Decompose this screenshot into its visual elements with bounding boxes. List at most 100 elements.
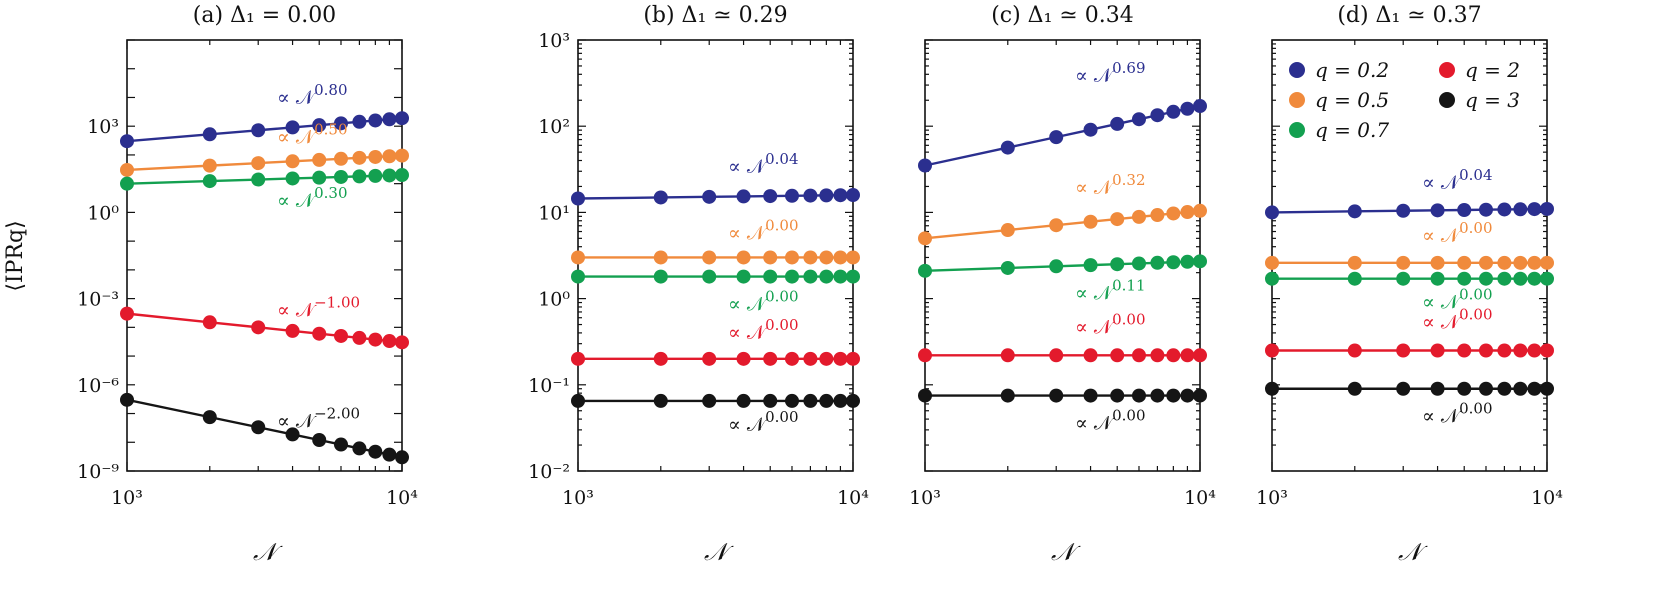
data-point — [1265, 255, 1279, 270]
data-point — [1497, 202, 1512, 217]
data-point — [382, 112, 397, 127]
data-point — [382, 334, 397, 349]
data-point — [918, 158, 932, 173]
series-line — [577, 193, 854, 200]
plot-frame — [924, 39, 1201, 472]
legend-marker — [1439, 92, 1455, 108]
data-point — [1193, 348, 1207, 363]
data-point — [368, 332, 383, 347]
data-point — [285, 323, 300, 338]
series-q-0-2: ∝ 𝒩0.04 — [1265, 166, 1554, 220]
y-tick-label: 10³ — [87, 116, 119, 138]
data-point — [571, 250, 585, 265]
data-point — [1497, 255, 1512, 270]
scaling-annotation: ∝ 𝒩0.00 — [1422, 400, 1493, 428]
data-point — [312, 170, 327, 185]
scaling-annotation: ∝ 𝒩−1.00 — [277, 293, 360, 321]
series-q-2: ∝ 𝒩0.00 — [1265, 305, 1554, 358]
data-point — [352, 150, 367, 165]
scaling-annotation: ∝ 𝒩0.00 — [728, 288, 799, 316]
series-line — [924, 260, 1201, 273]
data-point — [653, 351, 668, 366]
series-q-0-5: ∝ 𝒩0.00 — [571, 216, 860, 265]
y-tick-label: 10¹ — [538, 202, 570, 224]
data-point — [1150, 108, 1165, 123]
panel-title: (a) Δ₁ = 0.00 — [193, 3, 336, 28]
data-point — [819, 250, 834, 265]
series-q-0-5: ∝ 𝒩0.32 — [918, 171, 1207, 246]
data-point — [1166, 388, 1181, 403]
data-point — [846, 351, 860, 366]
data-point — [1478, 202, 1493, 217]
data-point — [368, 444, 383, 459]
data-point — [1497, 343, 1512, 358]
data-point — [1150, 348, 1165, 363]
data-point — [120, 306, 134, 321]
data-point — [763, 269, 778, 284]
data-point — [1430, 203, 1445, 218]
data-point — [1457, 202, 1472, 217]
data-point — [1131, 256, 1146, 271]
series-q-0-7: ∝ 𝒩0.30 — [120, 168, 409, 212]
data-point — [1265, 271, 1279, 286]
data-point — [819, 351, 834, 366]
data-point — [1083, 214, 1098, 229]
data-point — [736, 351, 751, 366]
data-point — [1166, 255, 1181, 270]
data-point — [1347, 204, 1362, 219]
data-point — [1000, 223, 1015, 238]
data-point — [1527, 271, 1542, 286]
data-point — [784, 250, 799, 265]
data-point — [653, 393, 668, 408]
data-point — [1478, 271, 1493, 286]
data-point — [1166, 206, 1181, 221]
y-tick-label: 10⁻² — [528, 461, 570, 483]
x-tick-label: 10³ — [1256, 487, 1288, 509]
series-q-2: ∝ 𝒩0.00 — [918, 310, 1207, 363]
scaling-annotation: ∝ 𝒩0.80 — [277, 81, 348, 109]
data-point — [1478, 381, 1493, 396]
data-point — [918, 348, 932, 363]
data-point — [1180, 205, 1195, 220]
data-point — [1396, 255, 1411, 270]
data-point — [1265, 343, 1279, 358]
data-point — [784, 393, 799, 408]
data-point — [1193, 203, 1207, 218]
data-point — [333, 116, 348, 131]
x-axis-label: 𝒩 — [704, 538, 734, 566]
legend-entry: q = 0.7 — [1315, 118, 1389, 142]
data-point — [846, 393, 860, 408]
data-point — [333, 169, 348, 184]
data-point — [382, 149, 397, 164]
scaling-annotation: ∝ 𝒩0.32 — [1075, 171, 1146, 199]
data-point — [702, 250, 717, 265]
data-point — [285, 154, 300, 169]
data-point — [285, 120, 300, 135]
data-point — [1513, 343, 1528, 358]
data-point — [251, 156, 266, 171]
data-point — [1110, 257, 1125, 272]
data-point — [1478, 255, 1493, 270]
series-q-3: ∝ 𝒩0.00 — [1265, 381, 1554, 428]
data-point — [1540, 271, 1554, 286]
data-point — [1396, 343, 1411, 358]
data-point — [1150, 255, 1165, 270]
data-point — [1497, 271, 1512, 286]
data-point — [653, 190, 668, 205]
data-point — [833, 269, 848, 284]
scaling-annotation: ∝ 𝒩0.50 — [277, 121, 348, 149]
series-line — [924, 209, 1201, 240]
series-line — [924, 104, 1201, 167]
data-point — [1131, 388, 1146, 403]
x-axis-label: 𝒩 — [253, 538, 283, 566]
legend-entry: q = 2 — [1465, 58, 1520, 82]
legend-marker — [1289, 92, 1305, 108]
series-q-3: ∝ 𝒩0.00 — [571, 393, 860, 436]
data-point — [312, 152, 327, 167]
data-point — [1513, 381, 1528, 396]
series-q-3: ∝ 𝒩−2.00 — [120, 392, 409, 465]
data-point — [1396, 271, 1411, 286]
data-point — [395, 111, 409, 126]
data-point — [1110, 212, 1125, 227]
data-point — [1000, 388, 1015, 403]
